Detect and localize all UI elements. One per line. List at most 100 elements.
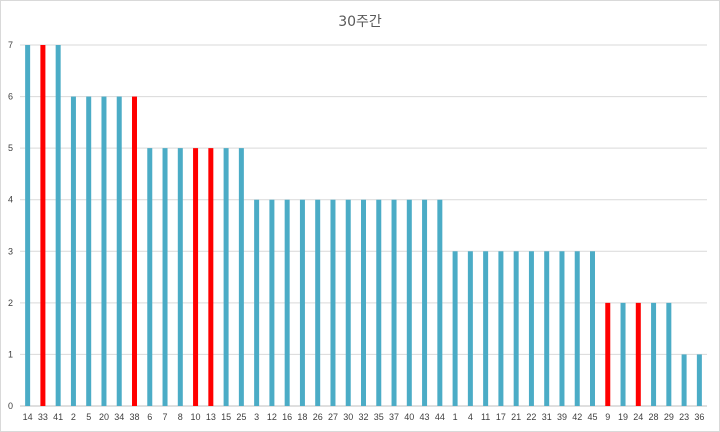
x-tick-label: 26 bbox=[313, 412, 323, 422]
bar bbox=[361, 199, 366, 406]
bar bbox=[651, 302, 657, 406]
y-tick-label: 6 bbox=[8, 92, 13, 102]
y-tick-label: 5 bbox=[8, 143, 13, 153]
x-tick-label: 39 bbox=[557, 412, 567, 422]
x-tick-label: 16 bbox=[282, 412, 292, 422]
x-tick-label: 6 bbox=[147, 412, 152, 422]
bar bbox=[696, 354, 702, 406]
bar bbox=[544, 251, 550, 406]
x-tick-label: 8 bbox=[178, 412, 183, 422]
bar bbox=[116, 96, 122, 407]
x-tick-label: 21 bbox=[511, 412, 521, 422]
y-tick-label: 1 bbox=[8, 349, 13, 359]
bar bbox=[254, 199, 260, 406]
bar bbox=[513, 251, 519, 406]
y-tick-label: 2 bbox=[8, 298, 13, 308]
bar bbox=[299, 199, 305, 406]
bar bbox=[406, 199, 412, 406]
bar bbox=[437, 199, 443, 406]
x-tick-label: 23 bbox=[679, 412, 689, 422]
x-tick-label: 13 bbox=[206, 412, 216, 422]
bar bbox=[40, 45, 46, 406]
bar bbox=[391, 199, 397, 406]
bar bbox=[666, 302, 672, 406]
x-tick-label: 15 bbox=[221, 412, 231, 422]
x-tick-label: 40 bbox=[404, 412, 414, 422]
bar bbox=[330, 199, 336, 406]
x-tick-label: 20 bbox=[99, 412, 109, 422]
x-tick-label: 2 bbox=[71, 412, 76, 422]
x-tick-label: 10 bbox=[191, 412, 201, 422]
bar bbox=[177, 148, 183, 406]
x-tick-label: 27 bbox=[328, 412, 338, 422]
x-tick-label: 29 bbox=[664, 412, 674, 422]
x-tick-label: 36 bbox=[694, 412, 704, 422]
x-tick-label: 42 bbox=[572, 412, 582, 422]
bar bbox=[483, 251, 489, 406]
bar bbox=[86, 96, 92, 407]
bar bbox=[498, 251, 504, 406]
bar bbox=[422, 199, 428, 406]
bar bbox=[574, 251, 580, 406]
x-tick-label: 1 bbox=[453, 412, 458, 422]
x-tick-label: 4 bbox=[468, 412, 473, 422]
x-tick-label: 38 bbox=[129, 412, 139, 422]
bar bbox=[590, 251, 595, 406]
bar bbox=[528, 251, 534, 406]
bar bbox=[315, 199, 321, 406]
bar bbox=[452, 251, 458, 406]
x-tick-label: 35 bbox=[374, 412, 384, 422]
x-tick-label: 12 bbox=[267, 412, 277, 422]
x-tick-label: 37 bbox=[389, 412, 399, 422]
x-tick-label: 24 bbox=[633, 412, 643, 422]
x-tick-label: 43 bbox=[420, 412, 430, 422]
bar bbox=[208, 148, 214, 406]
chart-title: 30주간 bbox=[338, 14, 382, 30]
y-tick-label: 0 bbox=[8, 401, 13, 411]
x-tick-label: 28 bbox=[649, 412, 659, 422]
bar bbox=[269, 199, 275, 406]
bar bbox=[467, 251, 473, 406]
bar bbox=[376, 199, 382, 406]
x-tick-label: 3 bbox=[254, 412, 259, 422]
bar bbox=[193, 148, 199, 406]
x-tick-label: 17 bbox=[496, 412, 506, 422]
bar bbox=[70, 96, 76, 407]
bar bbox=[559, 251, 565, 406]
x-tick-label: 5 bbox=[86, 412, 91, 422]
bar bbox=[605, 302, 611, 406]
bar bbox=[681, 354, 687, 406]
bar bbox=[345, 199, 351, 406]
x-tick-label: 19 bbox=[618, 412, 628, 422]
bar bbox=[284, 199, 290, 406]
bar bbox=[238, 148, 244, 406]
bar bbox=[223, 148, 229, 406]
bar bbox=[620, 302, 626, 406]
bar bbox=[147, 148, 153, 406]
bar bbox=[55, 45, 61, 406]
y-tick-label: 7 bbox=[8, 40, 13, 50]
x-tick-label: 25 bbox=[236, 412, 246, 422]
x-tick-label: 7 bbox=[163, 412, 168, 422]
x-tick-label: 44 bbox=[435, 412, 445, 422]
x-tick-label: 22 bbox=[526, 412, 536, 422]
y-tick-label: 3 bbox=[8, 246, 13, 256]
x-tick-label: 31 bbox=[542, 412, 552, 422]
bar bbox=[101, 96, 107, 407]
x-tick-label: 32 bbox=[358, 412, 368, 422]
x-tick-label: 14 bbox=[23, 412, 33, 422]
x-tick-label: 30 bbox=[343, 412, 353, 422]
x-tick-label: 11 bbox=[481, 412, 490, 422]
x-tick-label: 41 bbox=[53, 412, 63, 422]
bar bbox=[25, 45, 31, 406]
y-tick-label: 4 bbox=[8, 195, 13, 205]
x-tick-label: 33 bbox=[38, 412, 48, 422]
bar bbox=[635, 302, 641, 406]
bar bbox=[162, 148, 168, 406]
x-tick-label: 9 bbox=[605, 412, 610, 422]
x-tick-label: 18 bbox=[297, 412, 307, 422]
x-tick-label: 34 bbox=[114, 412, 124, 422]
bar bbox=[132, 96, 137, 407]
x-tick-label: 45 bbox=[587, 412, 597, 422]
